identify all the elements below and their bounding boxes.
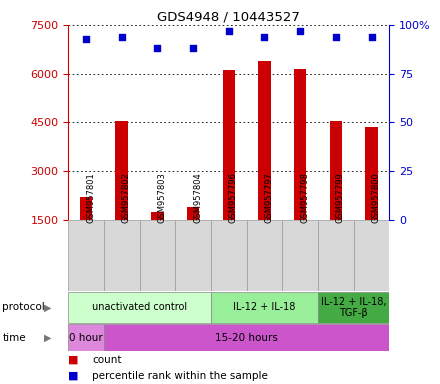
Text: GSM957798: GSM957798	[300, 172, 309, 223]
Text: time: time	[2, 333, 26, 343]
Text: protocol: protocol	[2, 302, 45, 313]
Bar	[247, 220, 282, 291]
Bar	[318, 220, 354, 291]
Text: ■: ■	[68, 354, 79, 364]
Bar	[211, 292, 318, 323]
Text: ▶: ▶	[44, 302, 51, 313]
Text: GSM957800: GSM957800	[371, 172, 381, 223]
Point	[297, 28, 304, 34]
Text: percentile rank within the sample: percentile rank within the sample	[92, 371, 268, 381]
Point	[154, 45, 161, 51]
Bar	[68, 292, 211, 323]
Text: GSM957797: GSM957797	[264, 172, 274, 223]
Text: GSM957803: GSM957803	[158, 172, 166, 223]
Title: GDS4948 / 10443527: GDS4948 / 10443527	[158, 11, 300, 24]
Point	[261, 33, 268, 40]
Text: count: count	[92, 354, 122, 364]
Bar	[68, 220, 104, 291]
Bar	[104, 220, 139, 291]
Bar	[258, 61, 271, 220]
Point	[225, 28, 232, 34]
Bar	[294, 69, 306, 220]
Bar	[139, 220, 175, 291]
Bar	[151, 212, 164, 220]
Bar	[318, 292, 389, 323]
Text: IL-12 + IL-18: IL-12 + IL-18	[233, 302, 296, 313]
Bar	[354, 220, 389, 291]
Bar	[365, 127, 378, 220]
Point	[332, 33, 339, 40]
Bar	[187, 207, 199, 220]
Point	[83, 36, 90, 42]
Text: GSM957804: GSM957804	[193, 172, 202, 223]
Text: unactivated control: unactivated control	[92, 302, 187, 313]
Point	[118, 33, 125, 40]
Text: GSM957802: GSM957802	[122, 172, 131, 223]
Point	[190, 45, 197, 51]
Bar	[282, 220, 318, 291]
Text: ▶: ▶	[44, 333, 51, 343]
Bar	[80, 197, 92, 220]
Point	[368, 33, 375, 40]
Text: GSM957799: GSM957799	[336, 172, 345, 223]
Bar	[211, 220, 247, 291]
Bar	[175, 220, 211, 291]
Text: GSM957801: GSM957801	[86, 172, 95, 223]
Bar	[104, 324, 389, 351]
Text: 15-20 hours: 15-20 hours	[215, 333, 278, 343]
Text: ■: ■	[68, 371, 79, 381]
Bar	[115, 121, 128, 220]
Text: 0 hour: 0 hour	[69, 333, 103, 343]
Text: GSM957796: GSM957796	[229, 172, 238, 223]
Bar	[330, 121, 342, 220]
Bar	[68, 324, 104, 351]
Text: IL-12 + IL-18,
TGF-β: IL-12 + IL-18, TGF-β	[321, 296, 386, 318]
Bar	[223, 71, 235, 220]
